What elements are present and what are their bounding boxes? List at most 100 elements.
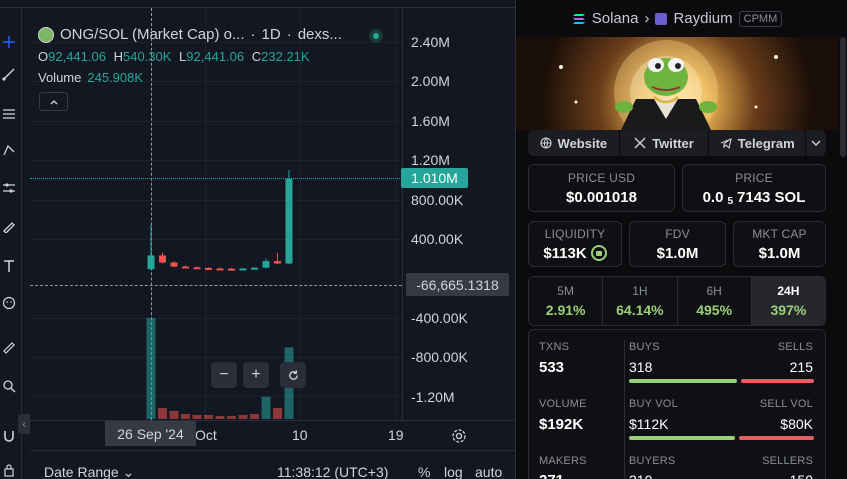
- chevron-up-icon: [50, 99, 57, 104]
- lock-icon[interactable]: [590, 245, 607, 261]
- candle-body: [228, 268, 235, 271]
- sell-vol-label: SELL VOL: [759, 398, 813, 410]
- text-icon[interactable]: [0, 256, 18, 276]
- buyers-label: BUYERS: [629, 455, 676, 467]
- trendline-icon[interactable]: [0, 64, 18, 84]
- makers-label: MAKERS: [539, 455, 587, 467]
- chart-bottom-bar: [30, 450, 515, 479]
- price-sol-zero-count: 5: [727, 195, 734, 207]
- pool-type-badge: CPMM: [738, 10, 783, 27]
- candle-body: [262, 261, 270, 268]
- grid-line: [205, 8, 206, 420]
- volume-legend: Volume 245.908K: [38, 70, 143, 85]
- legend-collapse-button[interactable]: [39, 92, 68, 111]
- more-links-button[interactable]: [806, 130, 826, 156]
- percent-toggle[interactable]: %: [418, 464, 431, 479]
- token-info-panel: Solana › Raydium CPMM: [515, 0, 847, 479]
- emoji-icon[interactable]: [0, 293, 18, 313]
- volume-bar: [250, 413, 259, 419]
- candle-body: [159, 255, 166, 263]
- volume-label: Volume: [38, 70, 82, 85]
- x-tick-label: 19: [388, 427, 404, 443]
- brush-icon[interactable]: [0, 216, 18, 236]
- candle-body: [205, 267, 212, 270]
- reset-chart-button[interactable]: [280, 362, 306, 388]
- toolbar-collapse-tab[interactable]: ‹: [18, 414, 30, 434]
- zoom-icon[interactable]: [0, 376, 18, 396]
- fdv-card: FDV $1.0M: [629, 221, 726, 267]
- tab-label: 5M: [557, 284, 574, 298]
- candle-body: [239, 268, 247, 271]
- time-axis[interactable]: [30, 420, 515, 450]
- volume-label: VOLUME: [539, 398, 587, 410]
- liquidity-amount: $113K: [543, 244, 587, 262]
- y-tick-label: -400.00K: [411, 309, 468, 326]
- price-usd-value: $0.001018: [566, 188, 637, 206]
- chart-legend-title[interactable]: ONG/SOL (Market Cap) o... · 1D · dexs...: [38, 26, 342, 43]
- chevron-down-icon: [811, 140, 821, 146]
- x-tick-label: Oct: [195, 427, 217, 443]
- auto-toggle[interactable]: auto: [475, 464, 503, 479]
- website-link[interactable]: Website: [528, 130, 619, 156]
- token-avatar: [38, 26, 54, 43]
- gear-icon[interactable]: [451, 428, 467, 444]
- tab-24h[interactable]: 24H 397%: [751, 277, 825, 325]
- projection-icon[interactable]: [0, 178, 18, 198]
- interval-label: 1D: [261, 26, 281, 43]
- fib-icon[interactable]: [0, 104, 18, 124]
- y-tick-label: -800.00K: [411, 349, 468, 366]
- grid-line: [300, 8, 301, 420]
- chain-link[interactable]: Solana: [591, 10, 639, 27]
- twitter-link[interactable]: Twitter: [619, 130, 709, 156]
- zoom-in-button[interactable]: +: [243, 362, 269, 388]
- sells-label: SELLS: [777, 341, 813, 353]
- tab-1h[interactable]: 1H 64.14%: [603, 277, 678, 325]
- mktcap-card: MKT CAP $1.0M: [733, 221, 826, 267]
- interval-separator: ·: [250, 26, 256, 43]
- telegram-link[interactable]: Telegram: [709, 130, 806, 156]
- crosshair-horizontal: [30, 285, 402, 286]
- price-sol-label: PRICE: [735, 170, 773, 185]
- raydium-icon: [655, 12, 668, 25]
- interval-separator: ·: [286, 26, 292, 43]
- pattern-icon[interactable]: [0, 140, 18, 160]
- y-tick-label: 400.00K: [411, 230, 464, 247]
- tab-6h[interactable]: 6H 495%: [677, 277, 752, 325]
- chevron-right-icon: ›: [644, 10, 650, 27]
- dex-link[interactable]: Raydium: [673, 10, 733, 27]
- solana-icon: [572, 13, 585, 24]
- clock-readout[interactable]: 11:38:12 (UTC+3): [277, 464, 389, 479]
- crosshair-icon[interactable]: [0, 32, 18, 52]
- date-range-button[interactable]: Date Range ⌄: [44, 464, 134, 479]
- grid-line: [30, 42, 402, 43]
- globe-icon: [539, 137, 552, 149]
- close-value: 232.21K: [261, 49, 310, 64]
- panel-scrollbar[interactable]: [838, 0, 847, 479]
- tab-5m[interactable]: 5M 2.91%: [529, 277, 604, 325]
- price-axis[interactable]: [402, 8, 515, 420]
- low-label: L: [179, 49, 187, 64]
- buys-value: 318: [629, 359, 653, 375]
- candle-body: [251, 267, 258, 270]
- chevron-down-icon: ⌄: [122, 464, 135, 479]
- candle-body: [285, 178, 293, 264]
- volume-bar: [158, 407, 167, 419]
- panel-scroll-thumb[interactable]: [840, 37, 846, 157]
- sells-value: 215: [789, 359, 813, 375]
- buys-label: BUYS: [629, 341, 660, 353]
- zoom-out-button[interactable]: −: [211, 362, 237, 388]
- volume-value: $192K: [539, 416, 584, 433]
- lock-icon[interactable]: [0, 460, 18, 479]
- open-label: O: [38, 49, 49, 64]
- candle-body: [274, 261, 281, 264]
- ruler-icon[interactable]: [0, 338, 18, 358]
- volume-bar: [238, 414, 248, 419]
- trade-stats: TXNS 533 BUYS 318 SELLS 215 VOLUME $192K…: [528, 329, 826, 479]
- drawing-toolbar: [0, 8, 22, 479]
- grid-line: [30, 396, 402, 397]
- candle-body: [170, 262, 178, 267]
- magnet-icon[interactable]: [0, 426, 18, 446]
- log-toggle[interactable]: log: [444, 464, 463, 479]
- y-tick-label: 2.00M: [411, 73, 450, 90]
